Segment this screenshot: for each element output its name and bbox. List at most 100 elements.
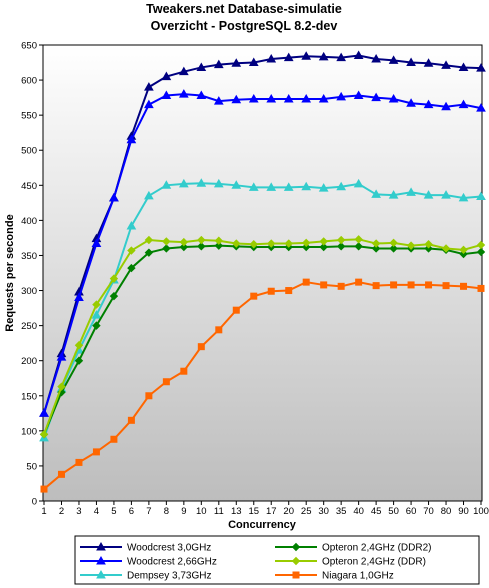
data-point [178, 66, 189, 76]
data-point [476, 63, 486, 72]
data-point [249, 240, 258, 249]
data-point [336, 235, 346, 245]
x-tick-label: 13 [231, 506, 242, 517]
data-point [39, 430, 49, 439]
data-point [196, 178, 207, 187]
data-point [92, 300, 101, 309]
data-point [406, 98, 416, 107]
data-point [110, 435, 118, 443]
data-point [407, 281, 415, 289]
data-point [91, 310, 102, 319]
series-1 [39, 89, 486, 417]
legend-label: Woodcrest 3,0GHz [127, 543, 211, 554]
y-tick-label: 150 [21, 391, 37, 402]
data-point [301, 94, 312, 103]
data-point [109, 291, 119, 301]
y-tick-label: 350 [21, 251, 37, 262]
data-point [144, 235, 154, 245]
y-tick-label: 600 [21, 76, 37, 87]
y-tick-label: 300 [21, 286, 37, 297]
data-point [458, 192, 469, 202]
data-point [178, 178, 189, 188]
data-point [441, 190, 451, 199]
y-tick-label: 450 [21, 181, 37, 192]
y-tick-label: 500 [21, 146, 37, 157]
data-point [213, 178, 224, 188]
data-point [57, 470, 65, 478]
x-tick-label: 35 [336, 506, 347, 517]
x-tick-label: 8 [164, 506, 169, 517]
data-point [354, 242, 363, 251]
x-tick-label: 45 [371, 506, 382, 517]
data-point [127, 246, 136, 255]
data-point [283, 52, 294, 62]
data-point [301, 238, 311, 248]
y-tick-label: 200 [21, 356, 37, 367]
data-point [74, 356, 84, 365]
data-point [336, 52, 347, 62]
data-point [442, 282, 450, 290]
data-point [336, 91, 347, 101]
data-point [266, 182, 277, 191]
data-point [371, 54, 381, 63]
y-tick-label: 550 [21, 111, 37, 122]
data-point [213, 59, 224, 69]
data-point [388, 94, 399, 103]
legend-marker [291, 542, 301, 552]
y-tick-label: 250 [21, 321, 37, 332]
y-tick-label: 0 [32, 497, 37, 508]
data-point [161, 71, 172, 81]
data-point [337, 282, 345, 290]
series-4 [39, 235, 486, 439]
y-tick-label: 50 [26, 461, 37, 472]
series-layer [39, 50, 486, 493]
data-point [458, 99, 469, 109]
data-point [301, 181, 312, 191]
x-tick-label: 15 [248, 506, 259, 517]
data-point [40, 485, 48, 493]
legend-item: Opteron 2,4GHz (DDR2) [275, 543, 431, 554]
legend-item: Opteron 2,4GHz (DDR) [275, 557, 426, 568]
data-point [248, 182, 259, 191]
data-point [214, 241, 224, 250]
data-point [319, 237, 328, 246]
data-point [460, 282, 468, 290]
data-point [423, 58, 434, 67]
data-point [75, 458, 83, 466]
x-tick-label: 80 [441, 506, 452, 517]
legend-item: Woodcrest 2,66GHz [80, 555, 217, 568]
x-tick-label: 1 [41, 506, 46, 517]
data-point [56, 352, 67, 361]
data-point [390, 281, 398, 289]
chart-subtitle: Overzicht - PostgreSQL 8.2-dev [151, 19, 338, 33]
data-point [197, 235, 206, 245]
data-point [318, 51, 329, 61]
data-point [197, 242, 206, 251]
data-point [126, 134, 137, 144]
data-point [231, 94, 242, 104]
data-point [424, 240, 433, 249]
legend-marker [96, 541, 106, 551]
x-tick-label: 20 [283, 506, 294, 517]
data-point [144, 248, 154, 257]
legend-entries: Woodcrest 3,0GHz Woodcrest 2,66GHz Dempsey… [80, 541, 431, 582]
legend-item: Woodcrest 3,0GHz [80, 541, 211, 554]
data-point [39, 408, 49, 417]
data-point [231, 58, 242, 67]
data-point [178, 89, 189, 98]
legend-label: Dempsey 3,73GHz [127, 571, 211, 582]
data-point [371, 189, 381, 198]
data-point [92, 448, 100, 456]
x-tick-label: 6 [129, 506, 134, 517]
x-tick-label: 2 [59, 506, 64, 517]
x-tick-label: 11 [214, 506, 224, 517]
data-point [302, 278, 310, 286]
data-point [74, 292, 84, 302]
series-5 [40, 278, 485, 493]
data-point [109, 274, 119, 283]
legend-marker [96, 555, 106, 565]
data-point [266, 94, 277, 103]
data-point [424, 244, 433, 253]
data-point [354, 235, 363, 244]
